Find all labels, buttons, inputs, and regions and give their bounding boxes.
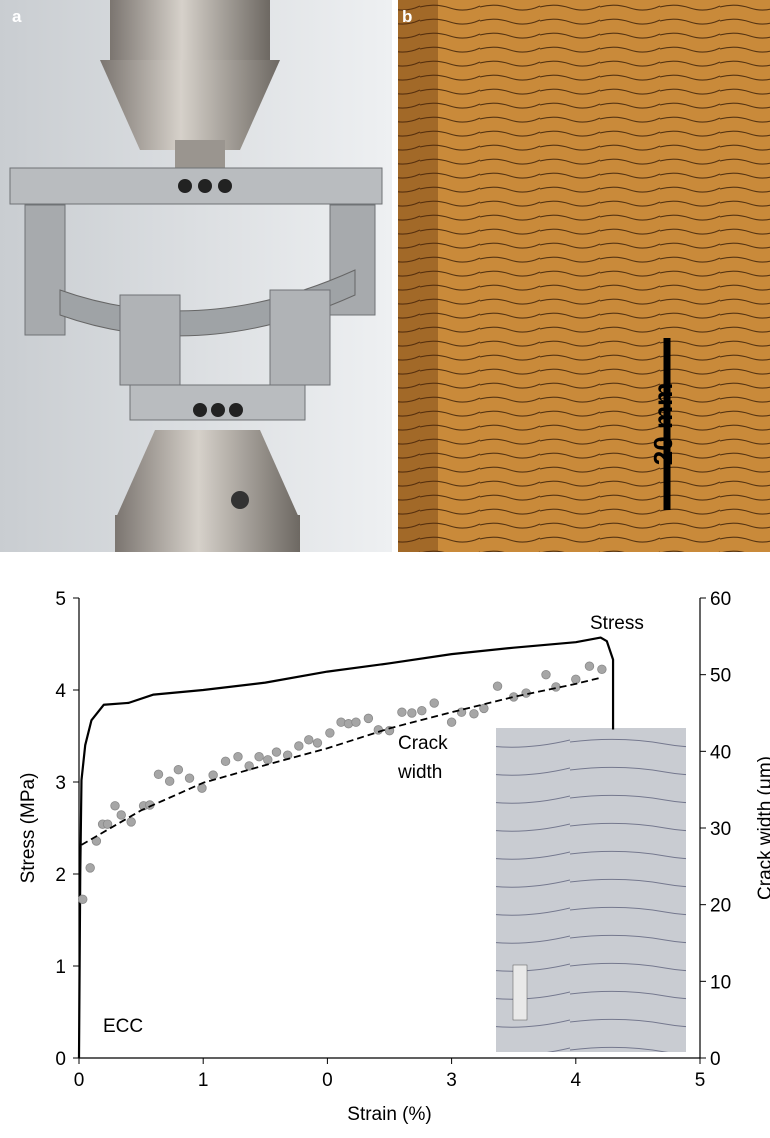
y-tick-label: 3 [55, 773, 66, 794]
crack-point [164, 776, 175, 786]
y2-tick-label: 30 [710, 819, 731, 840]
x-tick-label: 0 [74, 1070, 85, 1091]
y-tick-label: 4 [55, 681, 66, 702]
crack-point [446, 717, 457, 727]
x-axis-title: Strain (%) [347, 1104, 431, 1125]
x-tick-label: 0 [322, 1070, 333, 1091]
crack-point [271, 747, 282, 757]
y2-tick-label: 50 [710, 666, 731, 687]
crack-point [304, 735, 314, 745]
x-tick-label: 4 [571, 1070, 582, 1091]
y-tick-label: 5 [55, 589, 66, 610]
x-tick-label: 3 [446, 1070, 457, 1091]
crack-point [173, 765, 184, 775]
crack-point [479, 703, 489, 714]
photo-a: a [0, 0, 392, 552]
photo-b: 20 mm b [398, 0, 770, 552]
crack-point [469, 709, 479, 719]
crack-point [571, 674, 581, 684]
crack-point [208, 770, 218, 780]
crack-point [351, 717, 361, 727]
crack-point [254, 752, 264, 762]
crack-point [244, 761, 254, 771]
scale-label: 20 mm [648, 383, 678, 465]
crack-point [584, 661, 595, 671]
y2-tick-label: 10 [710, 972, 731, 993]
x-tick-label: 5 [695, 1070, 706, 1091]
crack-point [233, 752, 243, 762]
crack-point [312, 738, 323, 748]
crack-point [397, 707, 407, 717]
y-tick-label: 0 [55, 1049, 66, 1070]
crack-point [429, 698, 439, 708]
crack-point [102, 819, 113, 829]
y2-axis-title: Crack width (μm) [755, 756, 770, 900]
crack-point [407, 708, 417, 718]
crack-point [110, 801, 120, 811]
crack-point [541, 669, 551, 680]
crack-point [126, 817, 136, 827]
crack-point [597, 664, 607, 675]
crack-point [492, 681, 503, 691]
crack-point [153, 769, 164, 780]
y2-tick-label: 0 [710, 1049, 721, 1070]
inset-photo [496, 728, 686, 1052]
crack-point [363, 713, 374, 724]
x-tick-label: 1 [198, 1070, 209, 1091]
trend-line [81, 676, 601, 846]
annotation: ECC [103, 1016, 143, 1037]
crack-point [220, 756, 231, 767]
y2-tick-label: 20 [710, 896, 731, 917]
crack-point [197, 783, 207, 793]
crack-point [325, 728, 335, 738]
panel-label: b [402, 7, 412, 26]
crack-point [78, 894, 88, 905]
crack-point [184, 773, 195, 783]
crack-point [551, 682, 561, 692]
crack-point [417, 706, 427, 716]
y-axis-title: Stress (MPa) [18, 773, 39, 884]
stress-line [77, 636, 615, 1059]
y-tick-label: 2 [55, 865, 66, 886]
crack-point [294, 741, 304, 751]
annotation: Crack [398, 733, 448, 754]
crack-point [116, 810, 126, 820]
crack-point [373, 725, 384, 735]
annotation: Stress [590, 613, 644, 634]
y-tick-label: 1 [55, 957, 66, 978]
y2-tick-label: 60 [710, 589, 731, 610]
panel-label: a [12, 7, 22, 26]
y2-tick-label: 40 [710, 742, 731, 763]
crack-point [263, 755, 273, 765]
annotation: width [397, 762, 442, 783]
crack-point [85, 863, 95, 873]
